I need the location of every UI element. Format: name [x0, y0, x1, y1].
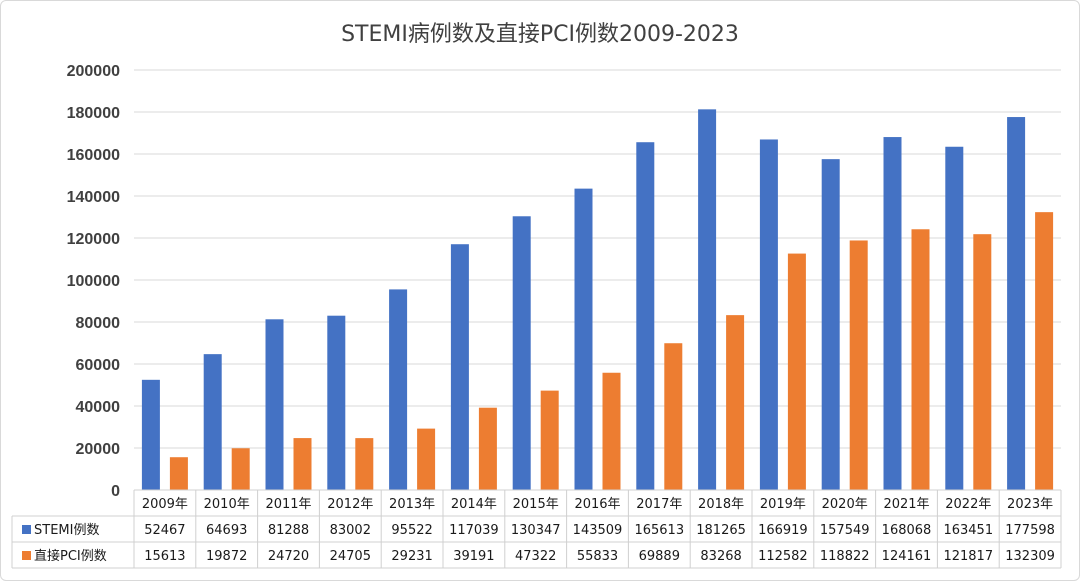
- data-table-value: 165613: [634, 523, 684, 538]
- data-table-value: 157549: [820, 523, 870, 538]
- data-table-value: 112582: [758, 549, 808, 564]
- data-table-value: 168068: [882, 523, 932, 538]
- legend-label: 直接PCI例数: [34, 548, 107, 564]
- x-category-label: 2019年: [760, 497, 806, 512]
- legend-label: STEMI例数: [34, 523, 99, 538]
- bar-pci: [911, 229, 930, 490]
- bar-pci: [293, 438, 312, 490]
- data-table-value: 83268: [700, 549, 741, 564]
- bar-pci: [478, 407, 497, 490]
- bar-pci: [787, 253, 806, 490]
- bar-pci: [169, 457, 188, 490]
- y-tick-label: 140000: [67, 189, 120, 206]
- bar-stemi: [759, 139, 778, 490]
- x-category-label: 2023年: [1007, 497, 1053, 512]
- bar-pci: [602, 372, 621, 490]
- chart-title: STEMI病例数及直接PCI例数2009-2023: [341, 22, 739, 47]
- bar-pci: [849, 240, 868, 490]
- x-category-label: 2021年: [883, 497, 929, 512]
- data-table-value: 124161: [882, 549, 932, 564]
- legend-key: [22, 525, 31, 534]
- x-category-label: 2014年: [451, 497, 497, 512]
- bar-pci: [1035, 212, 1054, 490]
- bar-pci: [540, 390, 559, 490]
- x-category-label: 2009年: [142, 497, 188, 512]
- y-tick-label: 40000: [76, 399, 121, 416]
- bar-stemi: [512, 216, 531, 490]
- data-table-value: 83002: [330, 523, 371, 538]
- data-table-value: 166919: [758, 523, 808, 538]
- x-category-label: 2010年: [204, 497, 250, 512]
- bar-stemi: [1007, 117, 1026, 491]
- data-table-value: 95522: [391, 523, 432, 538]
- y-tick-label: 100000: [67, 273, 120, 290]
- x-category-label: 2022年: [945, 497, 991, 512]
- data-table-value: 117039: [449, 523, 499, 538]
- y-tick-label: 120000: [67, 231, 120, 248]
- data-table-value: 52467: [144, 523, 185, 538]
- y-tick-label: 20000: [76, 441, 121, 458]
- x-category-label: 2016年: [574, 497, 620, 512]
- data-table-value: 24705: [330, 549, 371, 564]
- bar-pci: [664, 343, 683, 490]
- bar-pci: [417, 428, 436, 490]
- data-table-value: 163451: [943, 523, 993, 538]
- data-table-value: 47322: [515, 549, 556, 564]
- data-table-value: 29231: [391, 549, 432, 564]
- bar-pci: [973, 234, 992, 490]
- data-table-value: 143509: [573, 523, 623, 538]
- data-table-value: 177598: [1005, 523, 1055, 538]
- x-category-label: 2018年: [698, 497, 744, 512]
- y-axis-ticks: 0 20000 40000 60000 80000 100000 120000 140000 1…: [67, 63, 120, 500]
- y-tick-label: 60000: [76, 357, 121, 374]
- bar-stemi: [698, 109, 717, 490]
- x-category-label: 2012年: [327, 497, 373, 512]
- bar-stemi: [636, 142, 655, 490]
- bar-stemi: [141, 379, 160, 490]
- x-category-label: 2017年: [636, 497, 682, 512]
- y-tick-label: 180000: [67, 105, 120, 122]
- data-table: 2009年 2010年 2011年 2012年 2013年 2014年 2015年 2016年…: [11, 489, 1062, 569]
- data-table-value: 181265: [696, 523, 746, 538]
- bar-stemi: [203, 354, 222, 490]
- data-table-value: 39191: [453, 549, 494, 564]
- data-table-value: 24720: [268, 549, 309, 564]
- y-tick-label: 80000: [76, 315, 121, 332]
- x-category-label: 2015年: [513, 497, 559, 512]
- x-category-label: 2020年: [822, 497, 868, 512]
- bar-stemi: [265, 319, 284, 490]
- data-table-value: 64693: [206, 523, 247, 538]
- x-category-label: 2011年: [265, 497, 311, 512]
- bar-stemi: [450, 244, 469, 490]
- x-category-label: 2013年: [389, 497, 435, 512]
- bar-pci: [355, 438, 374, 490]
- data-table-value: 15613: [144, 549, 185, 564]
- bar-stemi: [821, 159, 840, 490]
- bar-stemi: [883, 137, 902, 491]
- bar-stemi: [389, 289, 408, 490]
- bar-stemi: [945, 146, 964, 490]
- data-table-value: 69889: [639, 549, 680, 564]
- bar-stemi: [574, 188, 593, 490]
- data-table-value: 132309: [1005, 549, 1055, 564]
- data-table-value: 121817: [943, 549, 993, 564]
- data-table-value: 81288: [268, 523, 309, 538]
- bar-stemi: [327, 315, 346, 490]
- data-table-value: 118822: [820, 549, 870, 564]
- data-table-value: 55833: [577, 549, 618, 564]
- bar-pci: [726, 315, 745, 490]
- y-tick-label: 0: [111, 483, 120, 500]
- legend-key: [22, 551, 31, 560]
- y-tick-label: 200000: [67, 63, 120, 80]
- data-table-value: 130347: [511, 523, 561, 538]
- bar-pci: [231, 448, 250, 490]
- y-tick-label: 160000: [67, 147, 120, 164]
- bars: [141, 109, 1054, 491]
- data-table-value: 19872: [206, 549, 247, 564]
